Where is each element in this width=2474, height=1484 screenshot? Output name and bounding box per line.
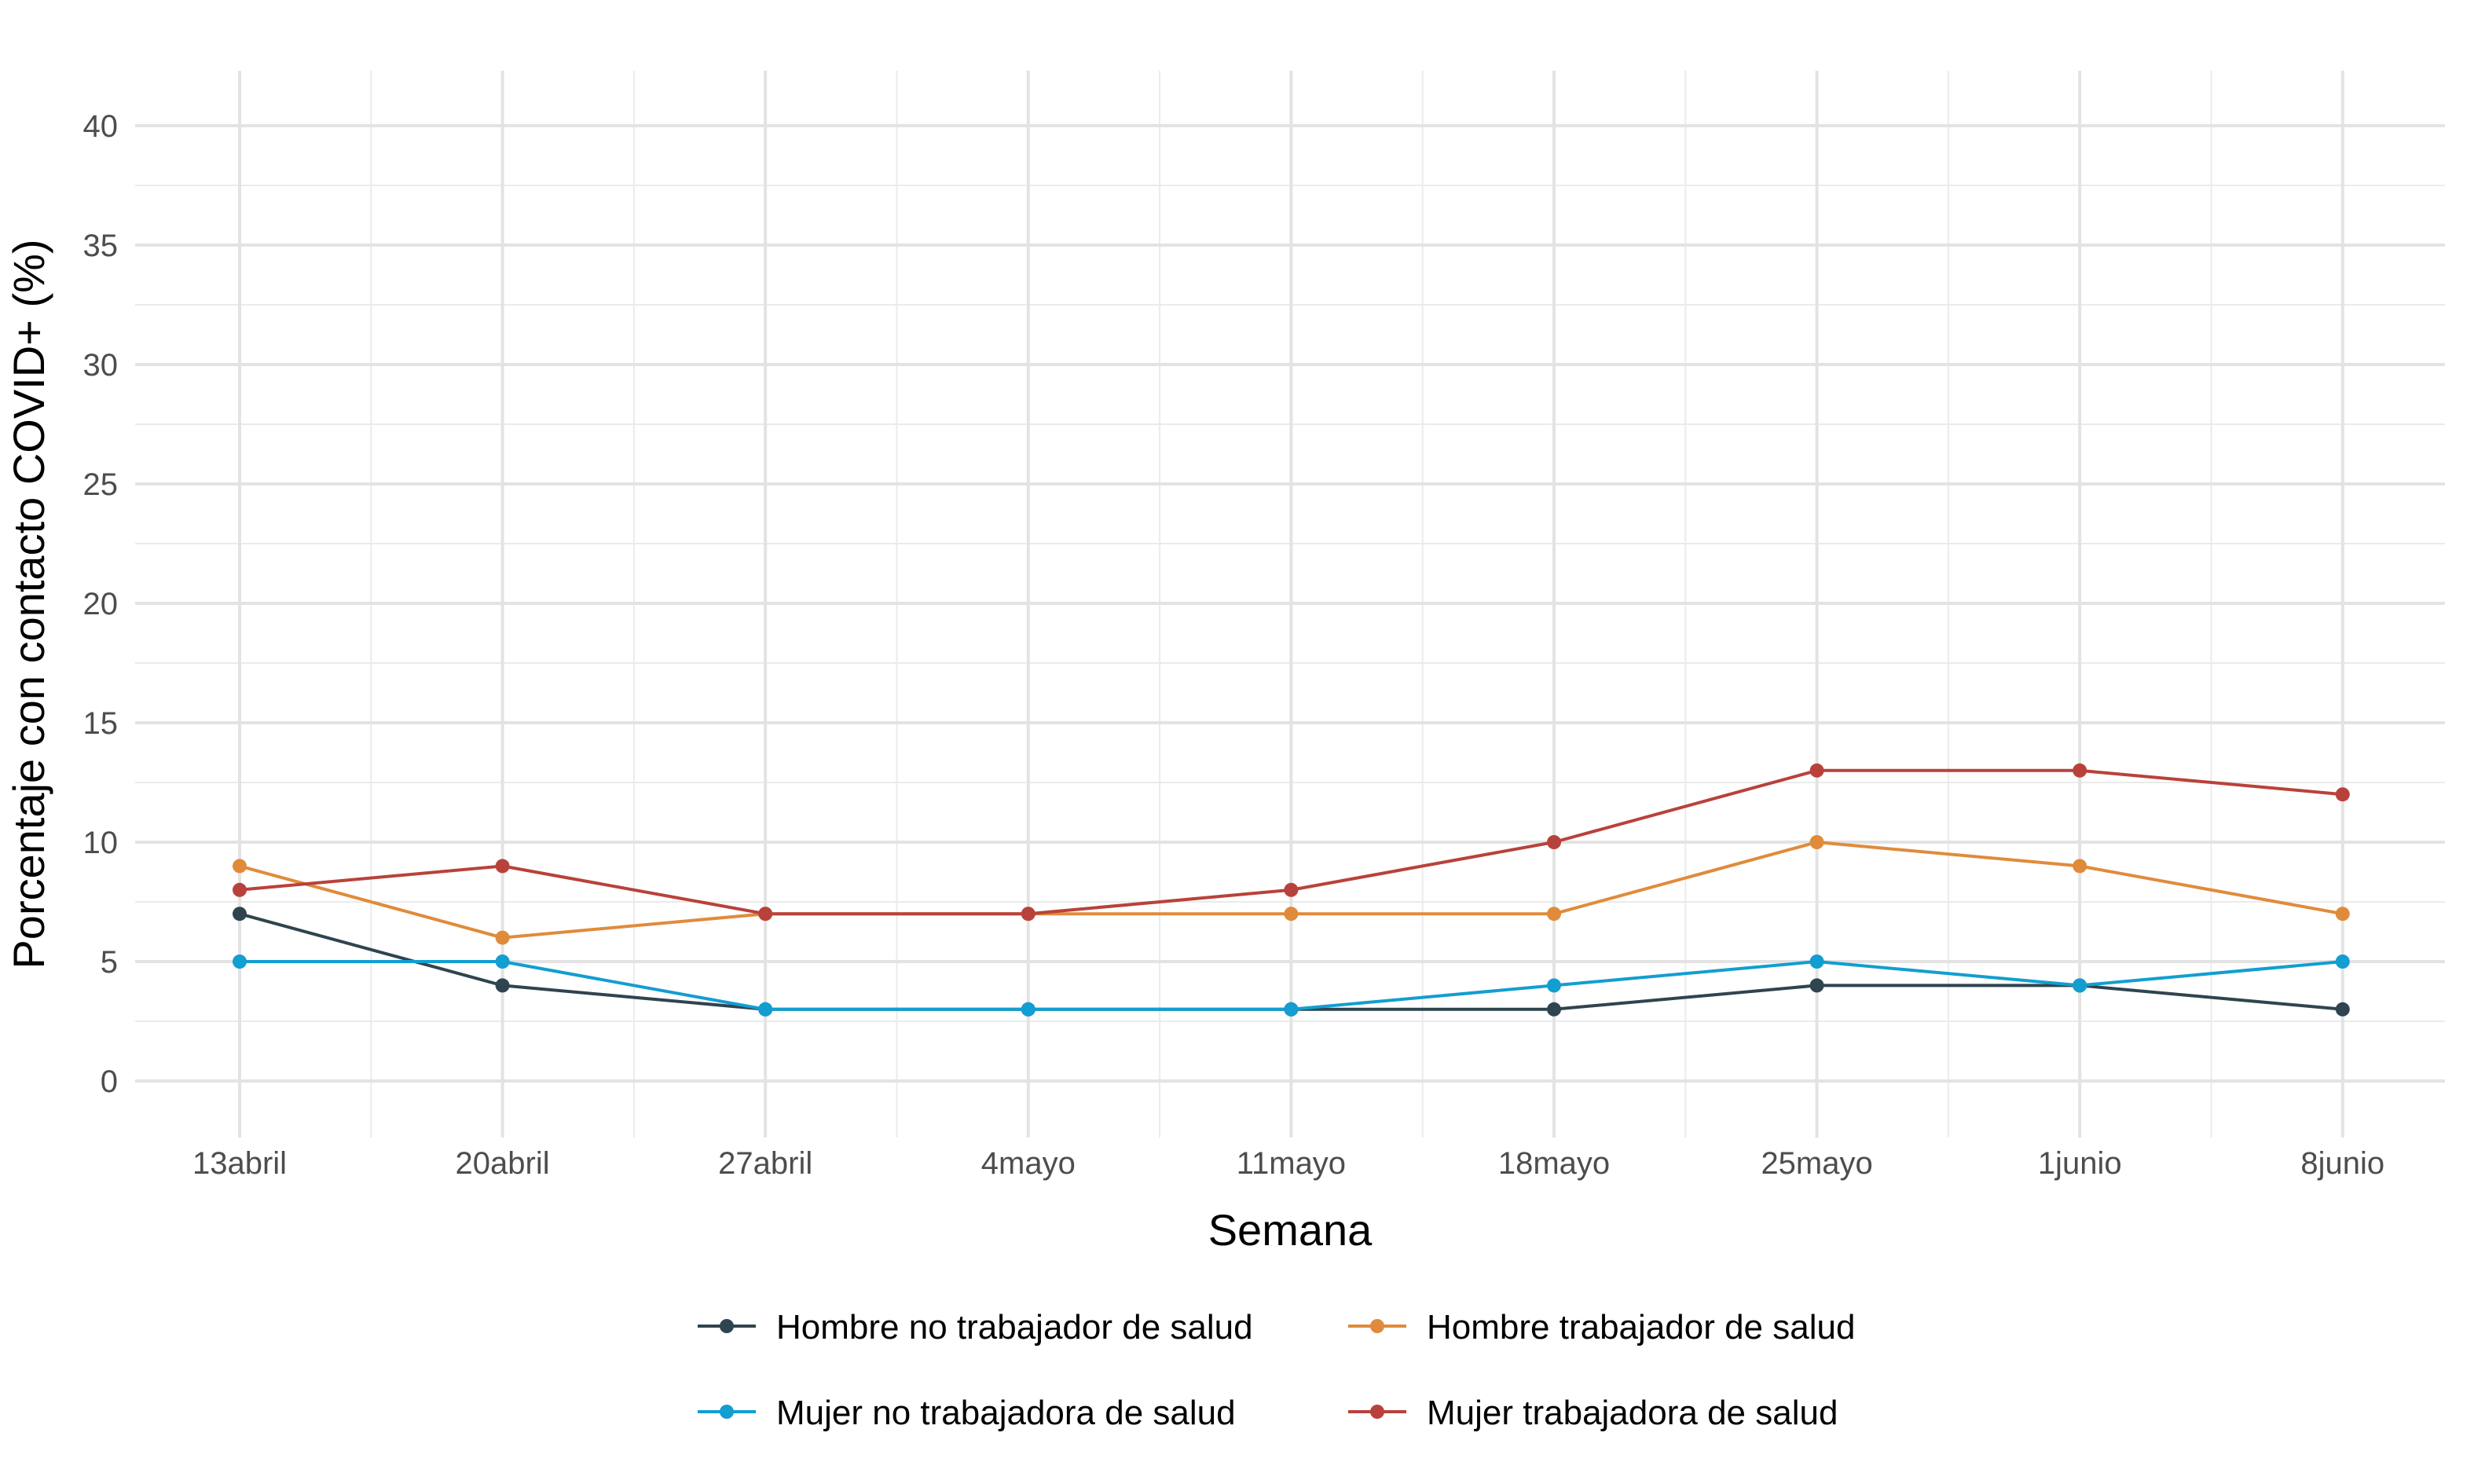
data-point	[495, 930, 510, 945]
data-point	[2335, 1002, 2350, 1017]
x-tick-label: 4mayo	[981, 1146, 1076, 1181]
data-point	[1284, 1002, 1299, 1017]
legend-item: Mujer trabajadora de salud	[1348, 1394, 1838, 1432]
data-point	[2073, 763, 2087, 778]
data-point	[1284, 907, 1299, 922]
x-axis-title: Semana	[1208, 1205, 1373, 1255]
series-3	[233, 955, 2350, 1017]
data-point	[495, 955, 510, 969]
legend-label: Mujer no trabajadora de salud	[776, 1394, 1236, 1432]
legend-label: Hombre trabajador de salud	[1427, 1308, 1855, 1347]
x-tick-label: 11mayo	[1237, 1146, 1346, 1181]
data-point	[1284, 882, 1299, 897]
legend-label: Hombre no trabajador de salud	[776, 1308, 1253, 1347]
data-point	[2073, 978, 2087, 993]
data-point	[233, 882, 247, 897]
grid	[135, 71, 2445, 1138]
x-axis-tick-labels: 13abril 20abril 27abril 4mayo 11mayo 18mayo 25…	[192, 1146, 2384, 1181]
y-tick-label: 5	[101, 945, 118, 980]
data-point	[2335, 955, 2350, 969]
y-tick-label: 35	[83, 229, 119, 263]
data-point	[1547, 978, 1561, 993]
y-axis-tick-labels: 0 5 10 15 20 25 30 35 40	[83, 109, 119, 1099]
data-point	[495, 859, 510, 874]
data-point	[1021, 907, 1035, 922]
legend-key-point	[720, 1405, 734, 1419]
y-tick-label: 25	[83, 467, 119, 502]
y-tick-label: 10	[83, 826, 119, 860]
legend-label: Mujer trabajadora de salud	[1427, 1394, 1838, 1432]
data-point	[1809, 955, 1824, 969]
y-tick-label: 30	[83, 348, 119, 383]
legend-key-point	[720, 1319, 734, 1333]
data-point	[1809, 978, 1824, 993]
legend-item: Hombre trabajador de salud	[1348, 1308, 1855, 1347]
data-point	[2335, 907, 2350, 922]
y-tick-label: 20	[83, 587, 119, 621]
series-4	[233, 763, 2350, 922]
data-point	[233, 907, 247, 922]
y-tick-label: 0	[101, 1064, 118, 1099]
data-point	[1021, 1002, 1035, 1017]
legend: Hombre no trabajador de salud Hombre trab…	[698, 1308, 1855, 1432]
x-tick-label: 1junio	[2038, 1146, 2122, 1181]
y-tick-label: 15	[83, 706, 119, 741]
data-point	[233, 955, 247, 969]
data-point	[1547, 1002, 1561, 1017]
data-point	[1809, 835, 1824, 849]
legend-item: Mujer no trabajadora de salud	[698, 1394, 1236, 1432]
x-tick-label: 20abril	[456, 1146, 550, 1181]
data-point	[758, 1002, 773, 1017]
series	[233, 763, 2350, 1017]
x-tick-label: 27abril	[718, 1146, 812, 1181]
x-tick-label: 25mayo	[1761, 1146, 1872, 1181]
legend-item: Hombre no trabajador de salud	[698, 1308, 1253, 1347]
data-point	[1547, 835, 1561, 849]
data-point	[233, 859, 247, 874]
x-tick-label: 18mayo	[1498, 1146, 1610, 1181]
x-tick-label: 13abril	[192, 1146, 287, 1181]
data-point	[758, 907, 773, 922]
x-tick-label: 8junio	[2300, 1146, 2384, 1181]
data-point	[2335, 787, 2350, 802]
legend-key-point	[1370, 1405, 1384, 1419]
data-point	[1547, 907, 1561, 922]
data-point	[1809, 763, 1824, 778]
y-axis-title: Porcentaje con contacto COVID+ (%)	[4, 239, 53, 969]
data-point	[2073, 859, 2087, 874]
legend-key-point	[1370, 1319, 1384, 1333]
y-tick-label: 40	[83, 109, 119, 144]
data-point	[495, 978, 510, 993]
